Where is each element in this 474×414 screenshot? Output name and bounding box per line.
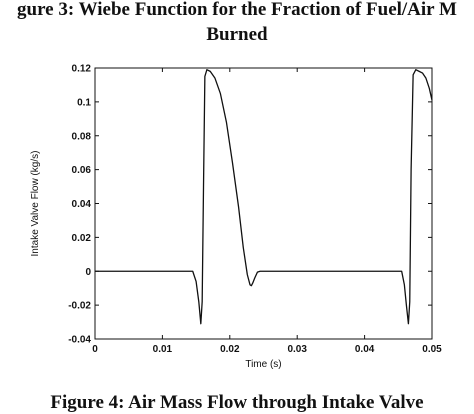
figure-caption: Figure 4: Air Mass Flow through Intake V… (50, 392, 424, 413)
series-line (95, 69, 433, 325)
y-axis-label: Intake Valve Flow (kg/s) (30, 151, 41, 257)
y-tick-label: -0.04 (68, 335, 91, 346)
x-tick-label: 0.03 (287, 344, 307, 355)
x-tick-label: 0.05 (422, 344, 442, 355)
y-tick-label: 0.04 (72, 199, 92, 210)
previous-figure-caption: gure 3: Wiebe Function for the Fraction … (17, 0, 457, 20)
y-tick-label: 0.1 (77, 97, 91, 108)
y-tick-label: 0 (85, 267, 91, 278)
x-tick-label: 0 (92, 344, 98, 355)
lines-layer (95, 69, 433, 325)
y-tick-label: 0.06 (72, 165, 92, 176)
plot-frame (94, 67, 433, 340)
x-tick-label: 0.02 (220, 344, 240, 355)
x-axis-label: Time (s) (245, 359, 281, 370)
x-tick-label: 0.04 (355, 344, 375, 355)
y-tick-label: 0.08 (72, 131, 92, 142)
x-tick-label: 0.01 (153, 344, 173, 355)
ticks-layer: 0 0.01 0.02 0.03 0.04 0.05 -0.04 -0.02 0 0.02 0.04… (68, 64, 442, 356)
y-tick-label: -0.02 (68, 301, 91, 312)
y-tick-label: 0.02 (72, 233, 92, 244)
previous-figure-caption-line2: Burned (206, 24, 268, 45)
y-tick-label: 0.12 (72, 64, 92, 75)
